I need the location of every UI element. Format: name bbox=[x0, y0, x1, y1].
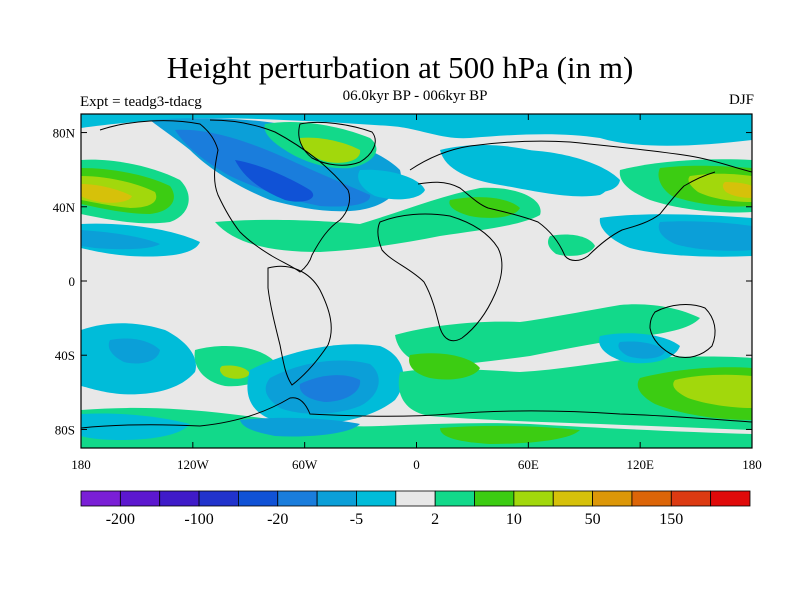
lon-tick-label: 180 bbox=[71, 457, 91, 472]
colorbar-label: 2 bbox=[431, 511, 439, 528]
north-pacific-yellow-core-east bbox=[722, 182, 752, 198]
colorbar-label: 10 bbox=[506, 511, 522, 528]
colorbar-swatch bbox=[710, 490, 751, 507]
lat-tick-label: 80N bbox=[53, 126, 76, 141]
colorbar-swatch bbox=[631, 490, 672, 507]
colorbar-swatch bbox=[552, 490, 593, 507]
antarctic-cyan-west bbox=[81, 413, 190, 440]
lon-tick-label: 60W bbox=[292, 457, 318, 472]
india-green-patch bbox=[548, 234, 595, 256]
contour-fields bbox=[81, 114, 752, 448]
south-america-coast bbox=[267, 265, 332, 386]
colorbar-swatch bbox=[119, 490, 161, 507]
colorbar-swatch bbox=[238, 490, 279, 507]
lat-tick-label: 40S bbox=[55, 348, 75, 363]
map-subtitle: 06.0kyr BP - 006kyr BP bbox=[342, 88, 488, 104]
south-pacific-yellow-patch bbox=[219, 365, 250, 379]
north-america-deep-low bbox=[235, 160, 314, 202]
subtropical-lightgreen bbox=[449, 197, 520, 218]
experiment-label: Expt = teadg3-tdacg bbox=[80, 94, 202, 110]
colorbar-label: -200 bbox=[106, 511, 135, 528]
season-label: DJF bbox=[728, 92, 754, 108]
north-pacific-yellow-core bbox=[81, 184, 132, 203]
colorbar-swatch bbox=[513, 490, 554, 507]
axis-ticks: 80N 40N 0 40S 80S 180 120W 60W 0 60E 120E 180 bbox=[53, 114, 762, 472]
lon-tick-label: 60E bbox=[518, 457, 539, 472]
colorbar-label: -5 bbox=[350, 511, 363, 528]
colorbar-swatch bbox=[198, 490, 239, 507]
antarctica-coast bbox=[81, 397, 752, 429]
colorbar-swatch bbox=[159, 490, 200, 507]
colorbar-label: -20 bbox=[267, 511, 288, 528]
antarctic-lightgreen-mid bbox=[440, 425, 580, 444]
colorbar-swatch bbox=[356, 490, 397, 507]
colorbar-label: -100 bbox=[184, 511, 213, 528]
colorbar-swatch bbox=[277, 490, 318, 507]
lon-tick-label: 120E bbox=[626, 457, 654, 472]
arctic-cyan-band bbox=[81, 114, 752, 146]
lon-tick-label: 180 bbox=[742, 457, 762, 472]
coastlines bbox=[81, 119, 752, 429]
colorbar-swatch bbox=[592, 490, 633, 507]
antarctic-blue-sector bbox=[240, 417, 360, 437]
colorbar-label: 50 bbox=[585, 511, 601, 528]
lon-tick-label: 0 bbox=[413, 457, 420, 472]
atlantic-cyan-patch bbox=[358, 169, 425, 200]
colorbar-swatch bbox=[474, 490, 515, 507]
antarctic-green-band bbox=[81, 407, 752, 448]
lat-tick-label: 0 bbox=[69, 274, 76, 289]
greenland-yellow-high bbox=[300, 137, 361, 163]
southern-ocean-deep-blue bbox=[299, 375, 361, 402]
south-atlantic-green-arc bbox=[395, 304, 700, 366]
australia-coast bbox=[649, 304, 716, 359]
lat-tick-label: 40N bbox=[53, 200, 76, 215]
south-indian-blue-patch bbox=[618, 341, 665, 359]
colorbar: -200 -100 -20 -5 2 10 50 150 bbox=[80, 490, 751, 528]
west-pacific-blue bbox=[658, 221, 752, 251]
greenland-coast bbox=[298, 121, 376, 166]
lat-tick-label: 80S bbox=[55, 422, 75, 437]
asia-cyan-low bbox=[505, 149, 620, 193]
south-indian-yellowgreen bbox=[673, 374, 752, 408]
eurasia-coast bbox=[409, 140, 752, 261]
map-title: Height perturbation at 500 hPa (in m) bbox=[166, 50, 634, 85]
colorbar-swatch bbox=[316, 490, 357, 507]
colorbar-label: 150 bbox=[659, 511, 683, 528]
north-america-core-low bbox=[175, 129, 371, 207]
africa-coast bbox=[377, 213, 503, 342]
colorbar-swatch bbox=[395, 490, 436, 507]
south-pacific-blue-patch bbox=[108, 338, 160, 364]
lon-tick-label: 120W bbox=[177, 457, 210, 472]
tropical-pacific-blue bbox=[81, 230, 160, 250]
north-america-coast bbox=[99, 119, 351, 273]
colorbar-swatch bbox=[80, 490, 121, 507]
south-indian-lightgreen bbox=[409, 353, 480, 380]
colorbar-swatch bbox=[670, 490, 712, 507]
colorbar-swatch bbox=[434, 490, 475, 507]
